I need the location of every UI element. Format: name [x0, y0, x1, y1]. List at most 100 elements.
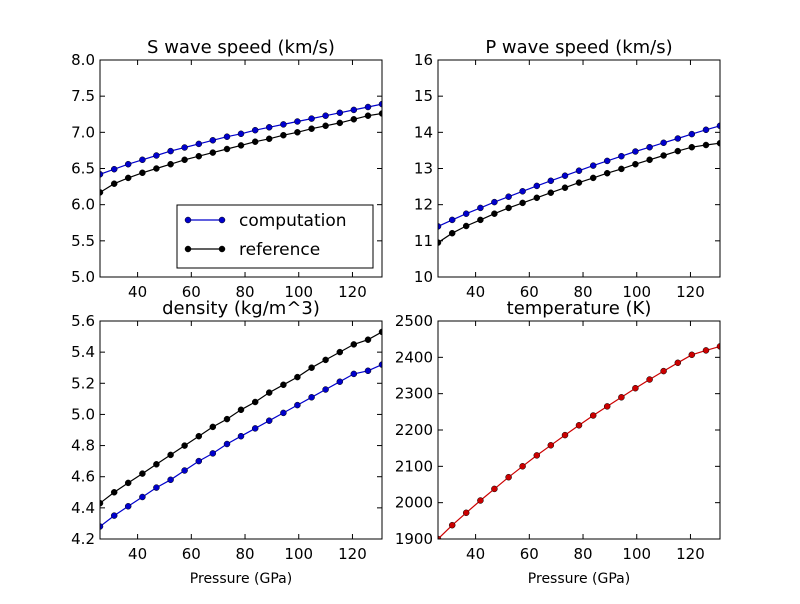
data-point — [251, 126, 259, 134]
series-line — [100, 364, 382, 527]
x-tick-label: 40 — [466, 545, 485, 563]
data-point — [491, 485, 498, 493]
data-point — [209, 423, 217, 431]
data-point — [153, 152, 160, 159]
panel-3: 40 60 80 100 120 4.2 4.4 4.6 4.8 5.0 5.2 5.4 5.6 dens… — [71, 298, 383, 587]
y-tick-label: 5.2 — [71, 374, 95, 392]
x-tick-label: 80 — [573, 283, 592, 301]
data-point — [575, 167, 583, 174]
panel-title: temperature (K) — [507, 298, 652, 319]
data-point — [505, 204, 512, 212]
x-tick-label: 120 — [338, 545, 367, 563]
data-point — [124, 174, 132, 182]
data-point — [181, 442, 188, 449]
y-tick-label: 5.4 — [71, 343, 95, 361]
data-point — [632, 148, 639, 155]
data-point — [364, 103, 372, 111]
data-point — [124, 160, 132, 168]
data-point — [438, 223, 442, 230]
data-point — [462, 210, 470, 217]
data-point — [167, 476, 174, 484]
data-point — [547, 189, 555, 196]
data-point — [322, 386, 329, 393]
y-tick-label: 15 — [414, 87, 433, 105]
data-point — [100, 171, 104, 178]
data-point — [688, 130, 696, 138]
data-point — [519, 199, 526, 207]
data-point — [237, 142, 245, 149]
data-point — [308, 364, 315, 371]
data-point — [110, 489, 118, 496]
y-tick-label: 2300 — [395, 385, 433, 403]
y-tick-label: 5.0 — [71, 405, 95, 423]
panel-title: density (kg/m^3) — [162, 298, 320, 319]
y-tick-label: 2400 — [395, 348, 433, 366]
data-point — [378, 328, 382, 336]
data-point — [547, 177, 555, 185]
y-tick-label: 1900 — [395, 530, 433, 548]
data-point — [110, 180, 118, 187]
data-point — [167, 160, 174, 168]
data-point — [660, 367, 667, 375]
panel-2: 40 60 80 100 120 10 11 12 13 14 15 16 P wave speed (… — [414, 37, 721, 301]
data-point — [589, 412, 597, 419]
x-tick-label: 40 — [128, 283, 147, 301]
series-line — [438, 142, 720, 244]
data-point — [448, 216, 456, 224]
legend-marker — [184, 245, 192, 253]
data-point — [448, 229, 456, 237]
data-point — [378, 110, 382, 117]
y-tick-label: 16 — [414, 51, 433, 69]
data-point — [716, 122, 720, 130]
data-point — [336, 119, 344, 127]
data-point — [378, 100, 382, 108]
x-tick-label: 60 — [182, 283, 201, 301]
legend-marker — [218, 216, 226, 224]
data-point — [660, 152, 667, 159]
x-tick-label: 120 — [338, 283, 367, 301]
series-reference — [100, 328, 382, 507]
data-point — [561, 431, 569, 439]
y-tick-label: 12 — [414, 196, 433, 214]
data-point — [100, 523, 104, 530]
y-tick-label: 4.8 — [71, 437, 95, 455]
data-point — [575, 179, 583, 186]
data-point — [632, 384, 639, 392]
y-tick-label: 5.5 — [71, 232, 95, 250]
data-point — [139, 156, 146, 164]
data-point — [603, 157, 611, 165]
series-computation — [100, 100, 382, 178]
data-point — [477, 497, 484, 504]
data-point — [237, 432, 245, 440]
data-point — [265, 389, 273, 396]
data-point — [209, 149, 217, 156]
data-point — [702, 126, 710, 134]
series-reference — [100, 110, 382, 196]
data-point — [195, 140, 203, 148]
data-point — [674, 359, 682, 367]
data-point — [519, 188, 526, 195]
data-point — [462, 509, 470, 517]
x-tick-label: 60 — [520, 283, 539, 301]
y-tick-label: 10 — [414, 268, 433, 286]
y-tick-label: 6.0 — [71, 196, 95, 214]
data-point — [265, 417, 273, 424]
x-tick-label: 120 — [676, 545, 705, 563]
x-tick-label: 40 — [128, 545, 147, 563]
data-point — [322, 122, 329, 130]
x-tick-label: 100 — [284, 545, 313, 563]
data-point — [336, 348, 344, 356]
series-computation — [100, 361, 382, 530]
x-tick-label: 80 — [573, 545, 592, 563]
x-tick-label: 80 — [235, 283, 254, 301]
y-tick-label: 2500 — [395, 312, 433, 330]
data-point — [491, 210, 498, 217]
data-point — [336, 109, 344, 117]
data-point — [364, 112, 372, 119]
data-point — [533, 452, 541, 459]
data-point — [251, 138, 259, 145]
data-point — [448, 521, 456, 529]
x-tick-label: 100 — [622, 545, 651, 563]
data-point — [280, 131, 287, 139]
data-point — [378, 361, 382, 368]
